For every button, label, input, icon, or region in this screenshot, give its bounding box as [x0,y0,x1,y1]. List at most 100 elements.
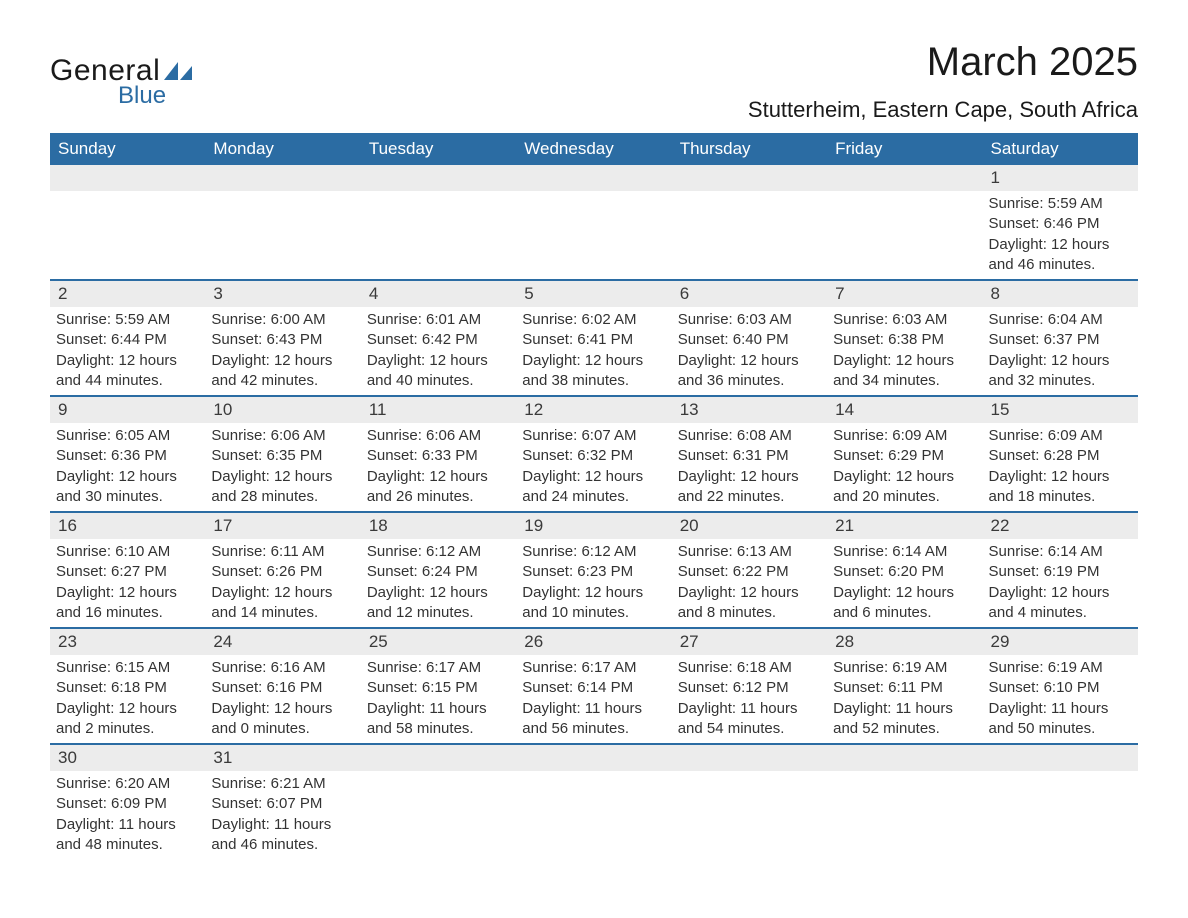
daylight-line: Daylight: 12 hours and 8 minutes. [678,583,819,624]
sunset-line-label: Sunset: [56,447,107,464]
sunrise-line: Sunrise: 6:14 AM [989,542,1130,562]
col-header: Thursday [672,133,827,165]
sunrise-line-value: 6:14 AM [1044,543,1103,560]
sunrise-line-label: Sunrise: [367,427,422,444]
day-details: Sunrise: 6:12 AMSunset: 6:24 PMDaylight:… [361,539,516,627]
day-number: 28 [827,629,982,655]
sunset-line: Sunset: 6:09 PM [56,794,197,814]
sunset-line-label: Sunset: [678,563,729,580]
sunset-line-value: 6:16 PM [262,679,322,696]
sunrise-line-label: Sunrise: [56,775,111,792]
daylight-line: Daylight: 12 hours and 22 minutes. [678,467,819,508]
sunset-line: Sunset: 6:31 PM [678,446,819,466]
sunset-line-label: Sunset: [678,447,729,464]
daylight-line: Daylight: 12 hours and 40 minutes. [367,351,508,392]
day-details: Sunrise: 6:04 AMSunset: 6:37 PMDaylight:… [983,307,1138,395]
day-details: Sunrise: 6:19 AMSunset: 6:10 PMDaylight:… [983,655,1138,743]
col-header: Sunday [50,133,205,165]
day-number [205,165,360,191]
daylight-line-label: Daylight: [833,352,891,369]
sunrise-line-value: 5:59 AM [1044,195,1103,212]
daylight-line: Daylight: 12 hours and 0 minutes. [211,699,352,740]
calendar-cell: 17Sunrise: 6:11 AMSunset: 6:26 PMDayligh… [205,512,360,628]
day-details [827,771,982,841]
day-number: 27 [672,629,827,655]
day-details [516,191,671,261]
sunrise-line: Sunrise: 6:03 AM [678,310,819,330]
sunrise-line-label: Sunrise: [56,427,111,444]
sunrise-line-value: 6:12 AM [577,543,636,560]
daylight-line: Daylight: 12 hours and 20 minutes. [833,467,974,508]
sunrise-line: Sunrise: 6:06 AM [367,426,508,446]
day-details [983,771,1138,841]
sunset-line: Sunset: 6:24 PM [367,562,508,582]
sunset-line-value: 6:41 PM [573,331,633,348]
daylight-line: Daylight: 11 hours and 52 minutes. [833,699,974,740]
logo: General Blue [50,54,192,110]
sunrise-line-label: Sunrise: [211,543,266,560]
calendar-cell: 23Sunrise: 6:15 AMSunset: 6:18 PMDayligh… [50,628,205,744]
day-number: 30 [50,745,205,771]
daylight-line: Daylight: 12 hours and 42 minutes. [211,351,352,392]
calendar-cell: 11Sunrise: 6:06 AMSunset: 6:33 PMDayligh… [361,396,516,512]
sunrise-line-label: Sunrise: [989,195,1044,212]
sunrise-line: Sunrise: 6:10 AM [56,542,197,562]
calendar-cell: 3Sunrise: 6:00 AMSunset: 6:43 PMDaylight… [205,280,360,396]
sunrise-line-value: 6:20 AM [111,775,170,792]
daylight-line: Daylight: 12 hours and 38 minutes. [522,351,663,392]
day-details: Sunrise: 6:05 AMSunset: 6:36 PMDaylight:… [50,423,205,511]
day-number [672,745,827,771]
daylight-line-label: Daylight: [833,468,891,485]
sunset-line-label: Sunset: [211,679,262,696]
sunset-line: Sunset: 6:40 PM [678,330,819,350]
sunrise-line-label: Sunrise: [833,659,888,676]
sunset-line-value: 6:33 PM [418,447,478,464]
sunrise-line: Sunrise: 6:17 AM [367,658,508,678]
sunrise-line: Sunrise: 6:15 AM [56,658,197,678]
sunset-line-value: 6:20 PM [884,563,944,580]
logo-word2: Blue [118,82,192,110]
daylight-line: Daylight: 12 hours and 36 minutes. [678,351,819,392]
day-number [827,165,982,191]
sunrise-line-value: 6:11 AM [266,543,324,560]
sunrise-line-value: 6:03 AM [733,311,792,328]
sunset-line-label: Sunset: [522,563,573,580]
sunset-line-value: 6:36 PM [107,447,167,464]
day-number: 10 [205,397,360,423]
sunset-line-value: 6:29 PM [884,447,944,464]
sunrise-line-label: Sunrise: [56,543,111,560]
sunrise-line: Sunrise: 6:00 AM [211,310,352,330]
sunset-line: Sunset: 6:10 PM [989,678,1130,698]
sunset-line: Sunset: 6:42 PM [367,330,508,350]
sunset-line: Sunset: 6:29 PM [833,446,974,466]
sunset-line-value: 6:26 PM [262,563,322,580]
calendar-cell: 4Sunrise: 6:01 AMSunset: 6:42 PMDaylight… [361,280,516,396]
daylight-line: Daylight: 12 hours and 46 minutes. [989,235,1130,276]
daylight-line-label: Daylight: [833,584,891,601]
daylight-line-label: Daylight: [989,236,1047,253]
daylight-line: Daylight: 12 hours and 2 minutes. [56,699,197,740]
sunset-line-value: 6:37 PM [1039,331,1099,348]
sunrise-line: Sunrise: 6:14 AM [833,542,974,562]
sunrise-line-value: 6:05 AM [111,427,170,444]
sunrise-line-value: 6:19 AM [888,659,947,676]
day-number: 7 [827,281,982,307]
sunrise-line-label: Sunrise: [367,659,422,676]
day-number: 6 [672,281,827,307]
sunrise-line: Sunrise: 6:06 AM [211,426,352,446]
day-number: 5 [516,281,671,307]
sunset-line: Sunset: 6:46 PM [989,214,1130,234]
calendar-cell: 22Sunrise: 6:14 AMSunset: 6:19 PMDayligh… [983,512,1138,628]
sunrise-line-label: Sunrise: [989,311,1044,328]
calendar-week-row: 16Sunrise: 6:10 AMSunset: 6:27 PMDayligh… [50,512,1138,628]
daylight-line-label: Daylight: [989,700,1047,717]
sunrise-line-label: Sunrise: [833,311,888,328]
daylight-line-label: Daylight: [211,352,269,369]
sunset-line: Sunset: 6:22 PM [678,562,819,582]
day-details [361,771,516,841]
daylight-line-label: Daylight: [678,584,736,601]
day-number: 9 [50,397,205,423]
sunset-line-label: Sunset: [833,679,884,696]
calendar-cell: 21Sunrise: 6:14 AMSunset: 6:20 PMDayligh… [827,512,982,628]
day-number [516,165,671,191]
